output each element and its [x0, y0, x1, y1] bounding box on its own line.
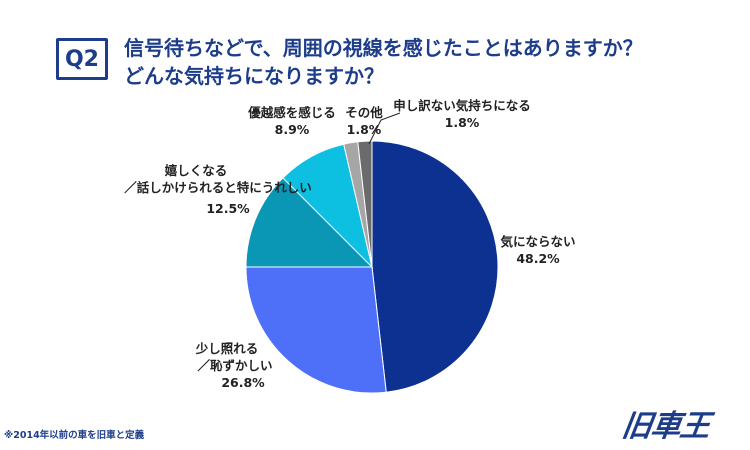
- slice-label-6-line-1: 申し訳ない気持ちになる: [393, 98, 531, 113]
- footnote: ※2014年以前の車を旧車と定義: [4, 430, 145, 441]
- slice-label-2-line-2: ／恥ずかしい: [197, 358, 272, 373]
- pie-slice-2: [245, 266, 387, 394]
- pie-slice-6: [357, 140, 373, 268]
- question-title-line-2: どんな気持ちになりますか？: [124, 64, 384, 88]
- slice-value-6: 1.8%: [445, 115, 480, 130]
- slice-label-1-line-1: 気にならない: [500, 234, 575, 249]
- slice-label-3-line-1: 嬉しくなる: [165, 163, 228, 178]
- leader-line: [368, 112, 401, 145]
- slice-value-1: 48.2%: [516, 251, 560, 266]
- slice-value-3: 12.5%: [206, 201, 250, 216]
- pie-slice-3: [245, 177, 374, 268]
- slice-label-4-line-1: 優越感を感じる: [247, 105, 336, 120]
- question-title: 信号待ちなどで、周囲の視線を感じたことはありますか？ どんな気持ちになりますか？: [124, 34, 643, 90]
- brand-logo: 旧車王: [619, 409, 712, 444]
- question-badge: Q2: [56, 38, 108, 80]
- slice-value-4: 8.9%: [275, 122, 310, 137]
- slice-label-5-line-1: その他: [345, 105, 383, 120]
- slice-label-2-line-1: 少し照れる: [195, 341, 259, 356]
- pie-slice-1: [371, 140, 499, 393]
- slice-value-2: 26.8%: [221, 375, 265, 390]
- slice-label-3-line-2: ／話しかけられると特にうれしい: [124, 180, 312, 195]
- question-title-line-1: 信号待ちなどで、周囲の視線を感じたことはありますか？: [124, 36, 643, 60]
- slice-value-5: 1.8%: [347, 122, 382, 137]
